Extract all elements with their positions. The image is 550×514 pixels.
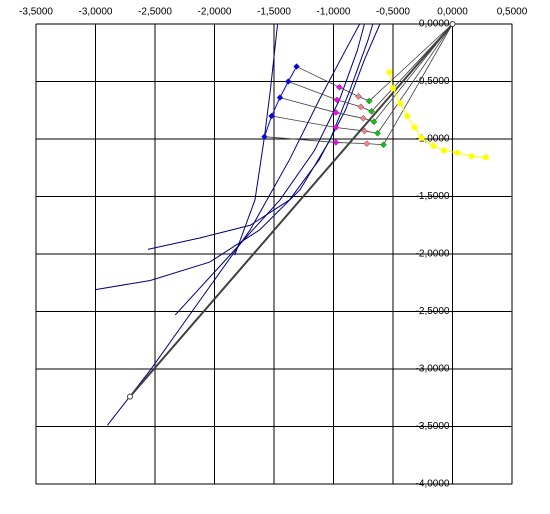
point: [293, 63, 300, 70]
point: [365, 97, 373, 105]
series-line: [174, 23, 365, 316]
point: [418, 134, 425, 141]
point: [332, 109, 340, 116]
series-line: [234, 23, 279, 256]
y-tick-label: 0,0000: [419, 19, 450, 30]
point: [454, 149, 461, 156]
series-line: [279, 23, 453, 123]
point: [411, 124, 418, 131]
point: [276, 94, 284, 101]
series-line: [129, 23, 454, 398]
y-tick-label: -1,0000: [416, 134, 450, 145]
point: [333, 96, 341, 104]
series-line: [107, 23, 361, 426]
point: [482, 154, 489, 161]
point: [370, 118, 378, 126]
y-tick-label: -3,0000: [416, 364, 450, 375]
point: [404, 113, 411, 119]
point: [441, 147, 448, 154]
point: [430, 142, 437, 149]
point: [261, 133, 268, 141]
point: [127, 393, 134, 400]
y-tick-label: -1,5000: [416, 191, 450, 202]
point: [468, 153, 475, 160]
point: [284, 78, 292, 85]
point: [355, 93, 362, 100]
x-tick-label: 0,5000: [497, 7, 528, 18]
point: [449, 21, 456, 27]
point: [361, 127, 368, 135]
y-tick-label: -2,5000: [416, 306, 450, 317]
point: [332, 124, 340, 131]
y-tick-label: -4,0000: [416, 479, 450, 490]
series-line: [147, 23, 381, 250]
point: [357, 103, 365, 111]
point: [386, 69, 393, 76]
y-tick-label: -0,5000: [416, 76, 450, 87]
point: [359, 114, 367, 122]
x-tick-label: 0,0000: [437, 7, 468, 18]
point: [397, 100, 404, 107]
series-line: [95, 23, 374, 291]
x-tick-label: -2,5000: [138, 7, 172, 18]
x-tick-label: -1,0000: [317, 7, 351, 18]
x-tick-label: -0,5000: [376, 7, 410, 18]
y-tick-label: -2,0000: [416, 249, 450, 260]
x-tick-label: -3,5000: [19, 7, 53, 18]
point: [363, 140, 371, 147]
x-tick-label: -1,5000: [257, 7, 291, 18]
x-tick-label: -3,0000: [79, 7, 113, 18]
point: [380, 141, 387, 149]
x-tick-label: -2,0000: [198, 7, 232, 18]
point: [336, 83, 343, 91]
point: [368, 108, 375, 115]
point: [390, 85, 396, 92]
point: [332, 139, 340, 146]
point: [374, 129, 381, 137]
point: [268, 112, 275, 120]
y-tick-label: -3,5000: [416, 421, 450, 432]
